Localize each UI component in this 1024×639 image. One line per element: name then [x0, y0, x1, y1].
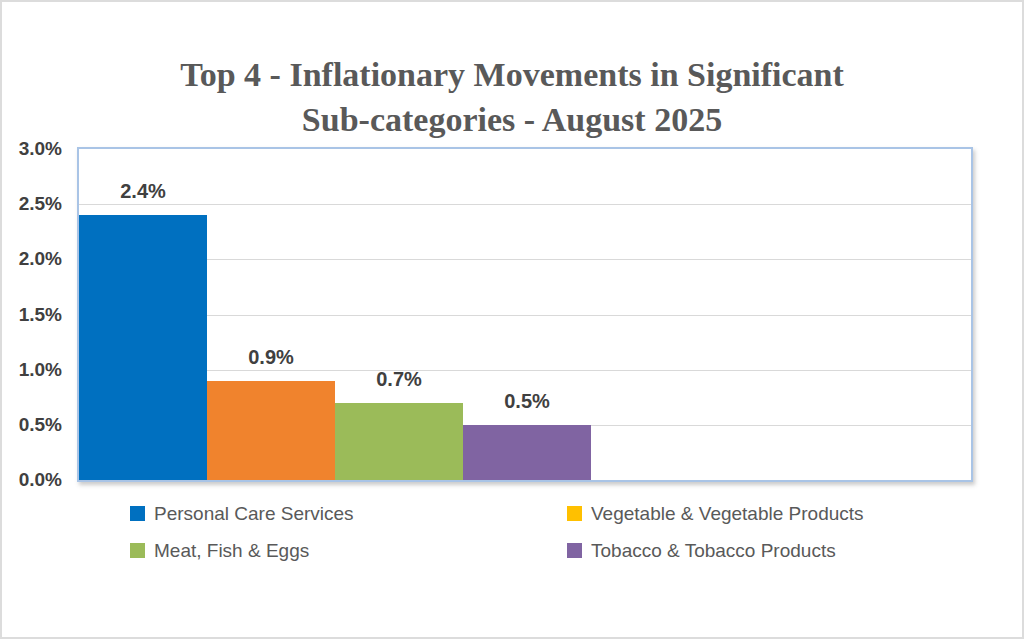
legend-marker-icon	[130, 543, 145, 558]
legend-item-tobacco-tobacco-products: Tobacco & Tobacco Products	[567, 539, 930, 562]
bar-meat-fish-eggs	[335, 403, 463, 480]
chart-title-line-1: Top 4 - Inflationary Movements in Signif…	[2, 52, 1022, 97]
gridline	[79, 315, 971, 316]
legend-marker-icon	[567, 506, 582, 521]
y-tick-label: 0.5%	[2, 414, 62, 436]
legend: Personal Care Services Vegetable & Vegeta…	[130, 502, 930, 562]
legend-label: Tobacco & Tobacco Products	[591, 540, 836, 562]
y-tick-label: 1.5%	[2, 304, 62, 326]
y-tick-label: 2.5%	[2, 193, 62, 215]
bar-vegetable-vegetable-products	[207, 381, 335, 480]
y-tick-label: 2.0%	[2, 248, 62, 270]
y-tick-label: 0.0%	[2, 469, 62, 491]
legend-marker-icon	[567, 543, 582, 558]
chart-figure: Top 4 - Inflationary Movements in Signif…	[0, 0, 1024, 639]
plot-area: 2.4% 0.9%0.7%0.5%	[77, 147, 973, 482]
y-tick-label: 1.0%	[2, 359, 62, 381]
legend-label: Personal Care Services	[154, 503, 354, 525]
gridline	[79, 259, 971, 260]
y-axis: 3.0%2.5%2.0%1.5%1.0%0.5%0.0%	[2, 149, 62, 480]
bar-data-label: 0.9%	[207, 346, 335, 369]
gridline	[79, 370, 971, 371]
bar-data-label: 0.5%	[463, 390, 591, 413]
bar-data-label: 2.4%	[79, 180, 207, 203]
bar-personal-care-services	[79, 215, 207, 480]
legend-label: Vegetable & Vegetable Products	[591, 503, 864, 525]
chart-title-line-2: Sub-categories - August 2025	[2, 97, 1022, 142]
gridline	[79, 204, 971, 205]
legend-marker-icon	[130, 506, 145, 521]
legend-item-personal-care-services: Personal Care Services	[130, 502, 567, 525]
chart-title: Top 4 - Inflationary Movements in Signif…	[2, 52, 1022, 142]
legend-item-vegetable-vegetable-products: Vegetable & Vegetable Products	[567, 502, 930, 525]
bar-data-label: 0.7%	[335, 368, 463, 391]
bar-tobacco-tobacco-products	[463, 425, 591, 480]
legend-label: Meat, Fish & Eggs	[154, 540, 309, 562]
y-tick-label: 3.0%	[2, 138, 62, 160]
legend-item-meat-fish-eggs: Meat, Fish & Eggs	[130, 539, 567, 562]
